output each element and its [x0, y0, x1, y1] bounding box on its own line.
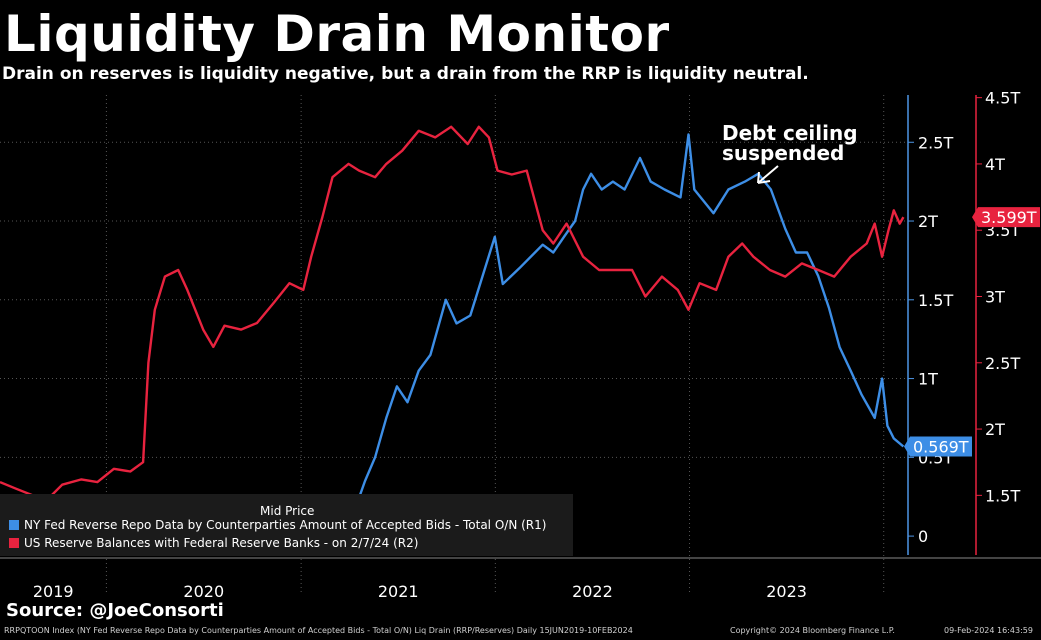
- legend-header: Mid Price: [260, 504, 314, 518]
- reserves-line: [0, 125, 905, 500]
- rrp-line-value-badge: [904, 436, 972, 457]
- legend-background: [0, 494, 573, 556]
- r1-tick-label: 1T: [918, 370, 938, 389]
- debt-ceiling-annotation: Debt ceiling suspended: [722, 121, 858, 184]
- legend-label-reserves: US Reserve Balances with Federal Reserve…: [24, 536, 418, 550]
- rrp-line: [0, 133, 905, 537]
- annotation-arrow-icon: [757, 165, 779, 184]
- source-credit: Source: @JoeConsorti: [6, 600, 224, 621]
- x-tick-label: 2021: [378, 582, 419, 601]
- x-tick-label: 2022: [572, 582, 613, 601]
- footer-index-info: RRPQTOON Index (NY Fed Reverse Repo Data…: [4, 626, 633, 635]
- legend-swatch-reserves: [9, 538, 19, 548]
- reserves-line-value-label: 3.599T: [981, 208, 1037, 227]
- annotation-line-2: suspended: [722, 141, 844, 165]
- r1-tick-label: 2T: [918, 212, 938, 231]
- legend-label-rrp: NY Fed Reverse Repo Data by Counterparti…: [24, 518, 546, 532]
- reserves-line-value-badge: [972, 207, 1040, 228]
- x-tick-label: 2020: [183, 582, 224, 601]
- x-tick-label: 2023: [766, 582, 807, 601]
- page-subtitle: Drain on reserves is liquidity negative,…: [2, 64, 809, 84]
- r2-tick-label: 3T: [985, 287, 1005, 306]
- r1-tick-label: 2.5T: [918, 133, 953, 152]
- footer-copyright: Copyright© 2024 Bloomberg Finance L.P.: [730, 626, 895, 635]
- x-tick-label: 2019: [33, 582, 74, 601]
- r2-tick-label: 1.5T: [985, 486, 1020, 505]
- r2-tick-label: 4.5T: [985, 89, 1020, 108]
- last-value-badges: 0.569T 3.599T: [904, 207, 1040, 457]
- footer-timestamp: 09-Feb-2024 16:43:59: [944, 626, 1033, 635]
- legend-swatch-rrp: [9, 520, 19, 530]
- r1-tick-label: 1.5T: [918, 291, 953, 310]
- rrp-line-value-label: 0.569T: [913, 437, 969, 456]
- r2-tick-label: 2.5T: [985, 354, 1020, 373]
- r2-tick-label: 2T: [985, 420, 1005, 439]
- x-axis: 2019 2020 2021 2022 2023: [0, 557, 1041, 601]
- r1-tick-label: 0: [918, 527, 928, 546]
- r2-tick-label: 4T: [985, 155, 1005, 174]
- series-lines: [0, 125, 905, 537]
- annotation-line-1: Debt ceiling: [722, 121, 858, 145]
- legend: Mid Price NY Fed Reverse Repo Data by Co…: [0, 494, 573, 556]
- page-title: Liquidity Drain Monitor: [4, 5, 670, 63]
